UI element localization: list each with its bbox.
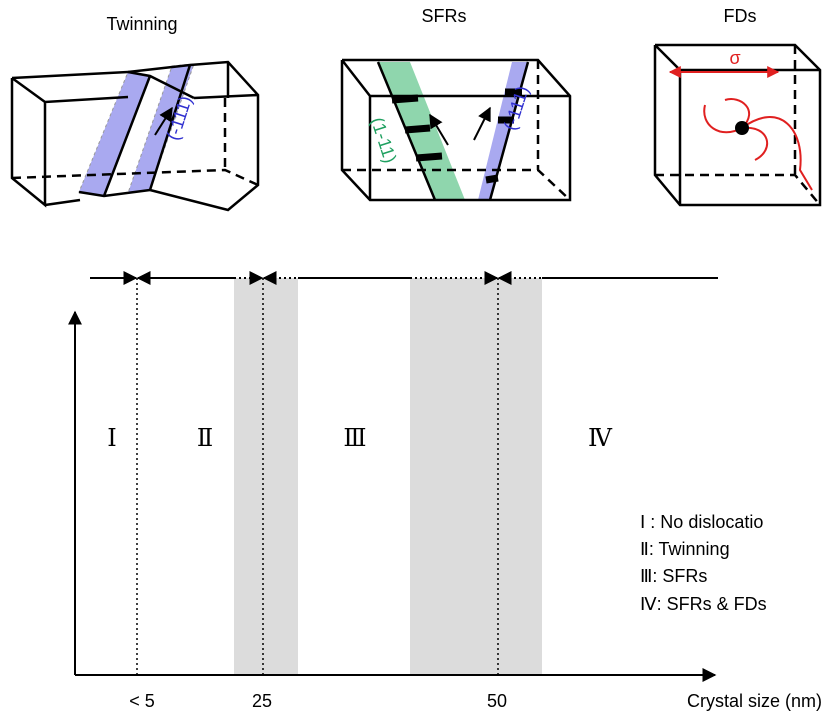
- panel-title: FDs: [724, 6, 757, 26]
- legend-entry: Ⅰ : No dislocatio: [640, 512, 763, 532]
- region-label: Ⅲ: [343, 426, 366, 452]
- x-axis-title: Crystal size (nm): [687, 691, 822, 711]
- figure: Twinning (-111) SFRs (1-11) (-111) FDs σ: [0, 0, 825, 720]
- size-diagram: Ⅰ Ⅱ Ⅲ Ⅳ < 5 25 50 Crystal size (nm) Ⅰ : …: [75, 278, 822, 711]
- panel-title: Twinning: [106, 14, 177, 34]
- transition-band: [234, 278, 298, 675]
- x-label: < 5: [129, 691, 155, 711]
- panel-title: SFRs: [422, 6, 467, 26]
- source-point: [735, 121, 749, 135]
- legend-entry: Ⅲ: SFRs: [640, 566, 707, 586]
- twinning-panel: Twinning (-111): [12, 14, 258, 210]
- stacking-plane: [478, 62, 528, 200]
- slip-arrow: [474, 108, 490, 140]
- fds-panel: FDs σ: [655, 6, 820, 205]
- x-label: 25: [252, 691, 272, 711]
- plane-label: (1-11): [367, 115, 400, 166]
- x-label: 50: [487, 691, 507, 711]
- legend-entry: Ⅱ: Twinning: [640, 539, 730, 559]
- stress-label: σ: [729, 48, 740, 68]
- region-label: Ⅰ: [107, 426, 116, 452]
- region-label: Ⅱ: [197, 426, 213, 452]
- sfrs-panel: SFRs (1-11) (-111): [342, 6, 570, 200]
- region-label: Ⅳ: [588, 426, 613, 452]
- transition-band: [410, 278, 542, 675]
- legend-entry: Ⅳ: SFRs & FDs: [640, 594, 767, 614]
